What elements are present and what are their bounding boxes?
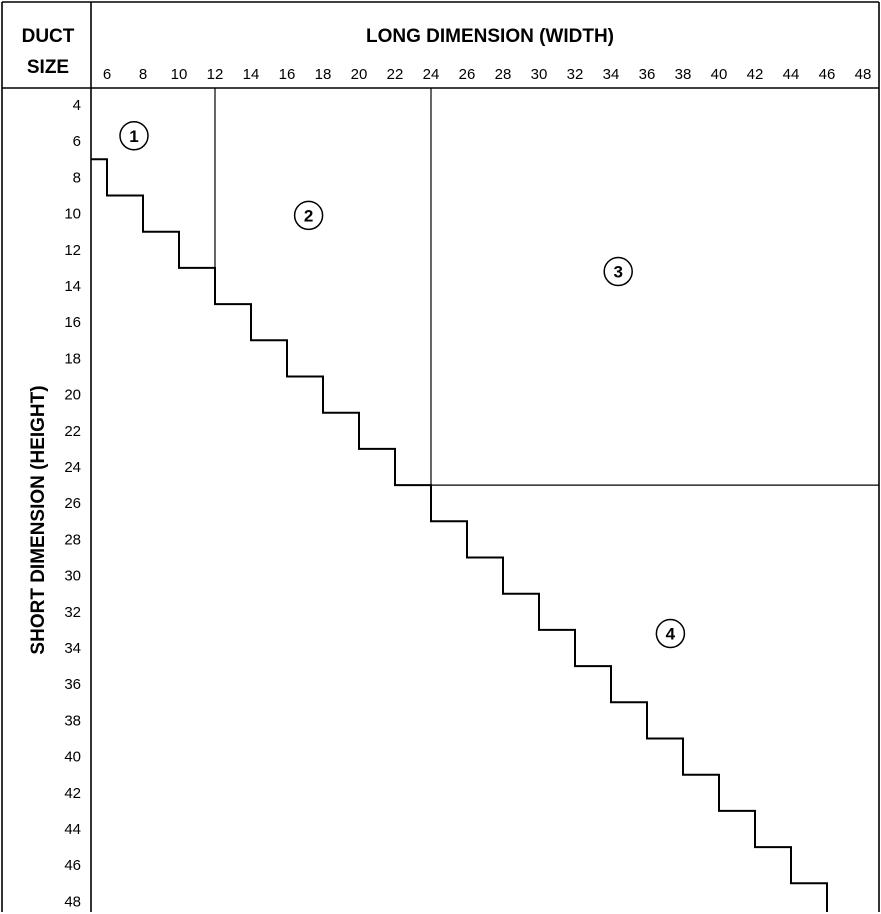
x-tick-label: 42 [747,66,764,83]
zone-3-marker: 3 [603,256,633,287]
y-tick-label: 24 [64,459,81,476]
zone-circle [119,121,149,151]
y-tick-label: 16 [64,314,81,331]
y-tick-label: 28 [64,531,81,548]
zone-circle [603,256,633,287]
x-tick-label: 38 [675,66,692,83]
zone-number: 3 [613,263,622,282]
x-tick-labels: 6 8 10 12 14 16 18 20 22 24 26 28 30 32 34 36 38 40 42 44 46… [103,66,872,83]
y-axis-title: SHORT DIMENSION (HEIGHT) [28,385,49,654]
x-tick-label: 12 [207,66,224,83]
y-tick-label: 18 [64,350,81,367]
x-axis-title: LONG DIMENSION (WIDTH) [366,26,614,47]
y-tick-label: 40 [64,749,81,766]
y-tick-label: 14 [64,278,81,295]
x-tick-label: 10 [171,66,188,83]
x-tick-label: 20 [351,66,368,83]
x-tick-label: 48 [855,66,872,83]
y-tick-label: 46 [64,857,81,874]
y-tick-label: 42 [64,785,81,802]
y-tick-label: 36 [64,676,81,693]
y-tick-label: 30 [64,568,81,585]
y-tick-label: 34 [64,640,81,657]
zone-number: 2 [304,206,313,225]
y-tick-label: 22 [64,423,81,440]
x-tick-label: 8 [139,66,147,83]
x-tick-label: 24 [423,66,440,83]
y-tick-label: 44 [64,821,81,838]
y-tick-label: 38 [64,712,81,729]
y-tick-labels: 4681012141618202224262830323436384042444… [64,97,81,910]
zone-number: 4 [666,625,676,644]
x-tick-label: 16 [279,66,296,83]
corner-label-line2: SIZE [27,57,69,78]
x-tick-label: 36 [639,66,656,83]
y-tick-label: 10 [64,206,81,223]
corner-label-line1: DUCT [22,26,75,47]
x-tick-label: 44 [783,66,800,83]
zone-boundaries [91,88,879,912]
zone-number: 1 [129,127,138,146]
zone-2-marker: 2 [293,200,324,231]
y-tick-label: 6 [73,133,81,150]
x-tick-label: 28 [495,66,512,83]
y-tick-label: 8 [73,169,81,186]
y-tick-label: 32 [64,604,81,621]
y-tick-label: 26 [64,495,81,512]
zone-markers: 1 2 3 4 [119,121,686,649]
y-tick-label: 12 [64,242,81,259]
x-tick-label: 6 [103,66,111,83]
x-tick-label: 18 [315,66,332,83]
x-tick-label: 26 [459,66,476,83]
x-tick-label: 14 [243,66,260,83]
x-tick-label: 32 [567,66,584,83]
x-tick-label: 34 [603,66,620,83]
zone-circle [655,618,686,649]
y-tick-label: 4 [73,97,81,114]
y-tick-label: 48 [64,893,81,910]
x-tick-label: 22 [387,66,404,83]
diagonal-staircase-boundary [91,158,828,912]
zone-1-marker: 1 [119,121,149,151]
zone-4-marker: 4 [655,618,686,649]
x-tick-label: 30 [531,66,548,83]
zone-circle [293,200,324,231]
x-tick-label: 46 [819,66,836,83]
y-tick-label: 20 [64,387,81,404]
x-tick-label: 40 [711,66,728,83]
